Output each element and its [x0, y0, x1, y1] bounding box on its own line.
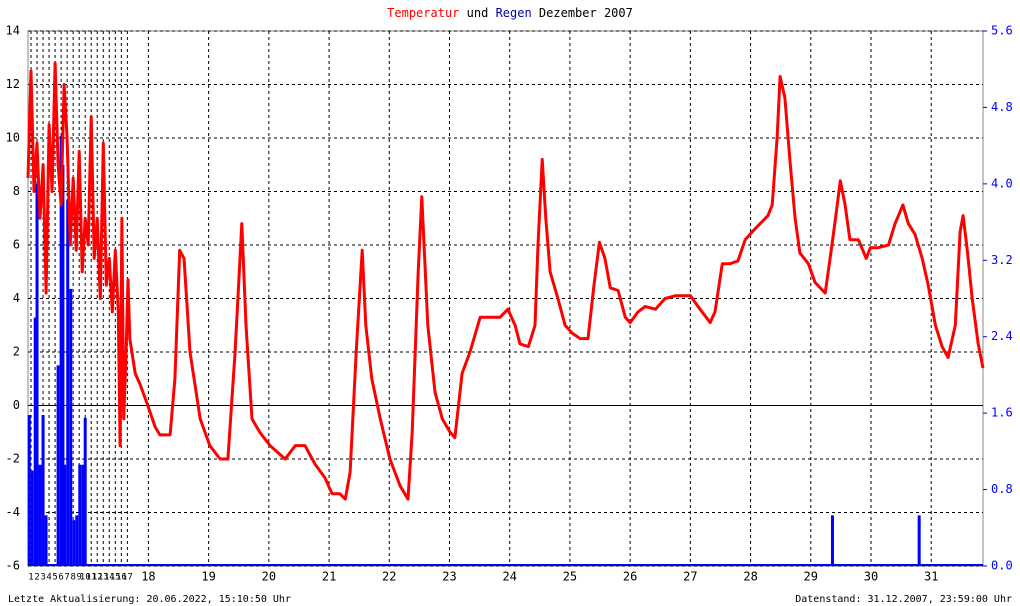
x-tick-label: 8: [70, 573, 75, 583]
y-tick-label: -4: [6, 505, 20, 519]
x-tick-label: 13: [98, 573, 109, 583]
x-tick-label: 5: [52, 573, 57, 583]
y2-tick-label: 2.4: [991, 329, 1013, 343]
x-tick-label: 15: [110, 573, 121, 583]
x-tick-label: 23: [442, 570, 456, 584]
x-tick-label: 10: [80, 573, 91, 583]
rain-bar: [66, 200, 70, 567]
x-tick-label: 26: [623, 570, 637, 584]
y2-tick-label: 4.8: [991, 100, 1013, 114]
y2-tick-label: 3.2: [991, 253, 1013, 267]
x-tick-label: 19: [201, 570, 215, 584]
rain-bar: [83, 417, 87, 566]
x-tick-label: 27: [683, 570, 697, 584]
x-tick-label: 28: [743, 570, 757, 584]
x-tick-label: 1: [28, 573, 33, 583]
y-tick-label: 8: [13, 184, 20, 198]
x-tick-label: 14: [104, 573, 115, 583]
x-tick-label: 2: [34, 573, 39, 583]
rain-bar: [38, 464, 42, 566]
y-tick-label: 4: [13, 291, 20, 305]
rain-bar: [61, 164, 65, 566]
y-tick-label: -2: [6, 452, 20, 466]
rain-bar: [81, 464, 85, 566]
footer-data-state: Datenstand: 31.12.2007, 23:59:00 Uhr: [795, 594, 1012, 605]
y2-tick-label: 5.6: [991, 24, 1013, 38]
y-tick-label: 14: [6, 24, 20, 38]
rain-bar: [78, 464, 82, 566]
x-tick-label: 12: [92, 573, 103, 583]
x-tick-label: 4: [46, 573, 51, 583]
x-tick-label: 18: [141, 570, 155, 584]
rain-bar: [69, 288, 73, 566]
chart-title: Temperatur und Regen Dezember 2007: [387, 6, 633, 20]
title-temperature: Temperatur: [387, 6, 459, 20]
rain-bar: [41, 415, 45, 566]
title-month: Dezember 2007: [539, 6, 633, 20]
footer-update: Letzte Aktualisierung: 20.06.2022, 15:10…: [8, 594, 291, 605]
rain-bar: [56, 365, 60, 566]
x-tick-label: 20: [262, 570, 276, 584]
x-tick-label: 21: [322, 570, 336, 584]
x-tick-label: 16: [116, 573, 127, 583]
rain-bar: [30, 470, 34, 566]
y2-tick-label: 0.8: [991, 482, 1013, 496]
y-tick-label: 2: [13, 345, 20, 359]
x-tick-label: 24: [502, 570, 516, 584]
y-tick-label: 0: [13, 398, 20, 412]
title-connector: und: [467, 6, 489, 20]
x-tick-label: 30: [864, 570, 878, 584]
rain-bar: [63, 464, 67, 566]
y-tick-label: 10: [6, 131, 20, 145]
x-tick-label: 31: [924, 570, 938, 584]
x-tick-label: 6: [58, 573, 63, 583]
y-tick-label: -6: [6, 559, 20, 573]
y2-tick-label: 4.0: [991, 176, 1013, 190]
temperature-line: [26, 61, 985, 501]
x-tick-label: 17: [122, 573, 133, 583]
x-tick-label: 29: [804, 570, 818, 584]
x-tick-label: 9: [76, 573, 81, 583]
x-tick-label: 25: [563, 570, 577, 584]
rain-bar: [44, 515, 48, 566]
y-tick-label: 12: [6, 77, 20, 91]
rain-bar: [72, 520, 76, 566]
y-tick-label: 6: [13, 238, 20, 252]
x-tick-label: 22: [382, 570, 396, 584]
rain-bar: [75, 515, 79, 566]
x-tick-label: 3: [40, 573, 45, 583]
x-tick-label: 11: [86, 573, 97, 583]
rain-bar: [35, 183, 39, 566]
rain-bar: [33, 317, 37, 566]
rain-bar: [917, 515, 921, 566]
y2-tick-label: 1.6: [991, 406, 1013, 420]
y2-tick-label: 0.0: [991, 559, 1013, 573]
title-rain: Regen: [496, 6, 532, 20]
rain-bar: [830, 515, 834, 566]
rain-bar: [59, 136, 63, 566]
x-tick-label: 7: [64, 573, 69, 583]
rain-bar: [27, 415, 31, 566]
